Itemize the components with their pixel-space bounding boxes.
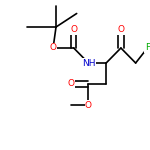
Text: O: O — [67, 80, 74, 88]
Text: O: O — [117, 26, 124, 34]
Text: NH: NH — [82, 58, 95, 68]
Text: F: F — [145, 44, 150, 52]
Text: O: O — [85, 100, 92, 109]
Text: O: O — [70, 26, 77, 34]
Text: O: O — [50, 44, 57, 52]
